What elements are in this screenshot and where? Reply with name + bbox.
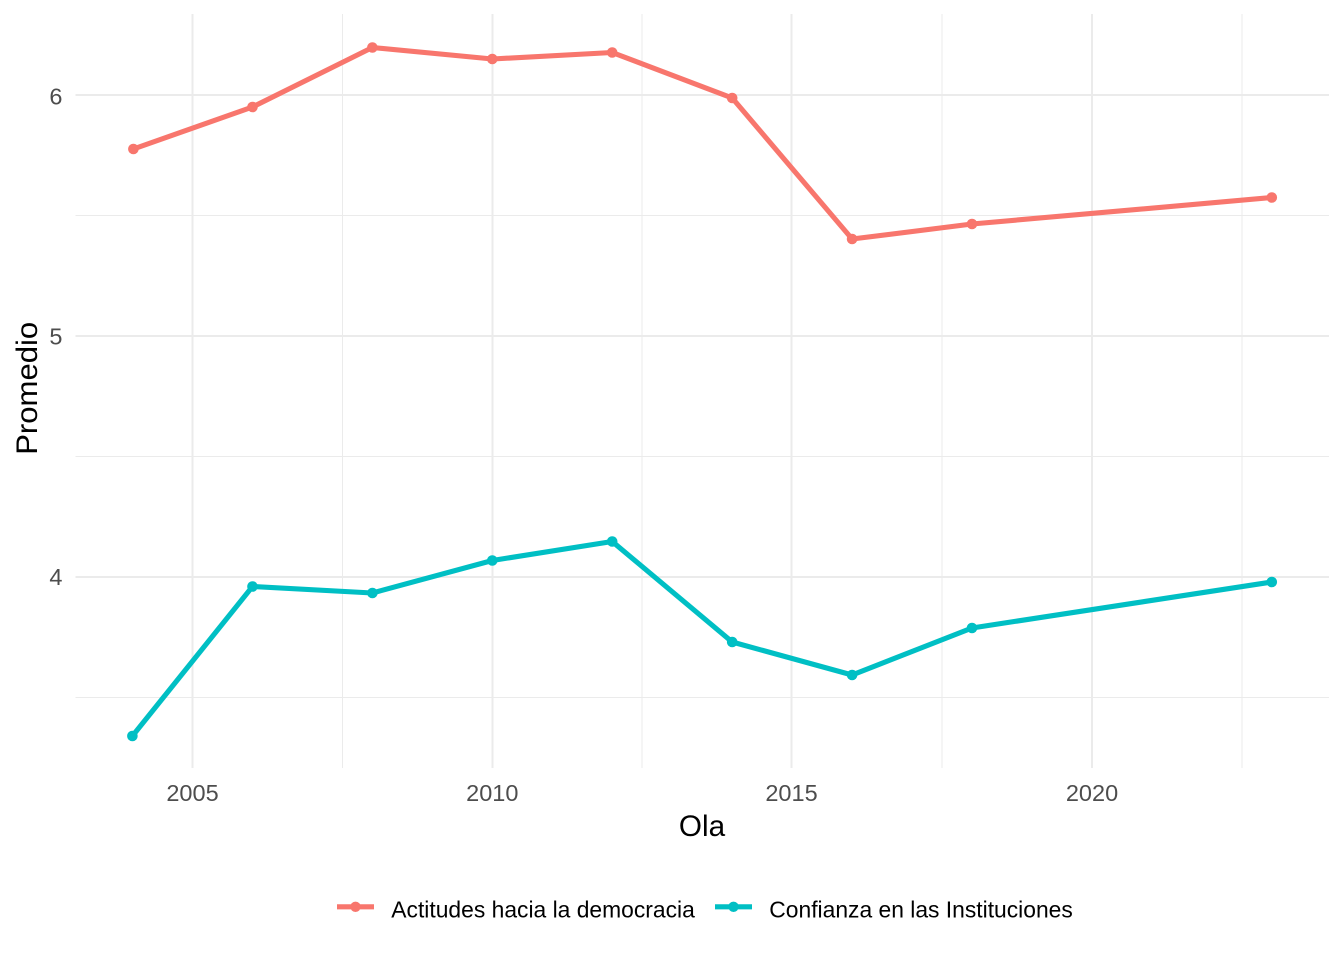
svg-text:6: 6 — [49, 84, 62, 110]
svg-text:5: 5 — [49, 324, 62, 350]
svg-text:2005: 2005 — [166, 780, 218, 806]
svg-text:4: 4 — [49, 564, 62, 590]
svg-text:Confianza en las Instituciones: Confianza en las Instituciones — [769, 896, 1073, 922]
svg-text:2010: 2010 — [466, 780, 518, 806]
svg-text:Ola: Ola — [679, 810, 726, 843]
svg-text:2020: 2020 — [1066, 780, 1118, 806]
svg-text:Promedio: Promedio — [11, 322, 44, 455]
svg-text:Actitudes hacia la democracia: Actitudes hacia la democracia — [391, 896, 695, 922]
svg-text:2015: 2015 — [765, 780, 817, 806]
